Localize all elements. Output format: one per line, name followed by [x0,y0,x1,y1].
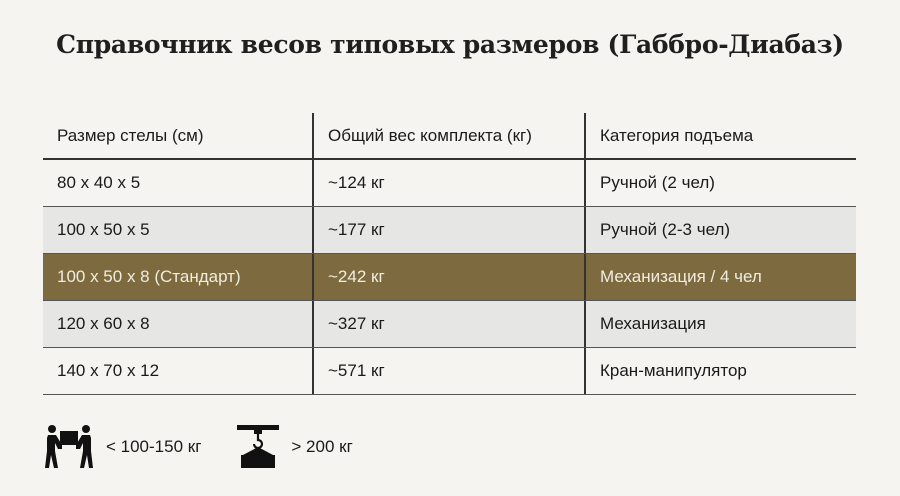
cell-size: 100 x 50 x 8 (Стандарт) [43,254,314,300]
table-row: 120 x 60 x 8 ~327 кг Механизация [43,301,856,348]
two-people-carrying-icon [45,425,93,468]
cell-category: Механизация [600,314,706,333]
cell-size: 140 x 70 x 12 [43,348,314,394]
table-row-highlighted: 100 x 50 x 8 (Стандарт) ~242 кг Механиза… [43,254,856,301]
cell-weight: ~242 кг [314,254,586,300]
cell-size: 120 x 60 x 8 [43,301,314,347]
weights-table: Размер стелы (см) Общий вес комплекта (к… [43,113,856,395]
cell-size: 80 x 40 x 5 [43,160,314,206]
cell-category: Ручной (2 чел) [600,173,715,192]
legend: < 100-150 кг > 200 кг [44,424,353,470]
header-size: Размер стелы (см) [43,113,314,158]
table-row: 100 x 50 x 5 ~177 кг Ручной (2-3 чел) [43,207,856,254]
cell-weight: ~124 кг [314,160,586,206]
crane-hook-icon [237,425,280,468]
header-category: Категория подъема [600,125,754,145]
legend-label-manual: < 100-150 кг [106,437,202,456]
cell-weight: ~571 кг [314,348,586,394]
table-header: Размер стелы (см) Общий вес комплекта (к… [43,113,856,160]
header-weight: Общий вес комплекта (кг) [314,113,586,158]
cell-category: Кран-манипулятор [600,361,747,380]
cell-weight: ~177 кг [314,207,586,253]
page-title: Справочник весов типовых размеров (Габбр… [56,30,844,59]
cell-category: Механизация / 4 чел [600,267,762,286]
table-row: 80 x 40 x 5 ~124 кг Ручной (2 чел) [43,160,856,207]
cell-category: Ручной (2-3 чел) [600,220,731,239]
legend-label-crane: > 200 кг [291,437,353,456]
cell-weight: ~327 кг [314,301,586,347]
table-row: 140 x 70 x 12 ~571 кг Кран-манипулятор [43,348,856,395]
cell-size: 100 x 50 x 5 [43,207,314,253]
